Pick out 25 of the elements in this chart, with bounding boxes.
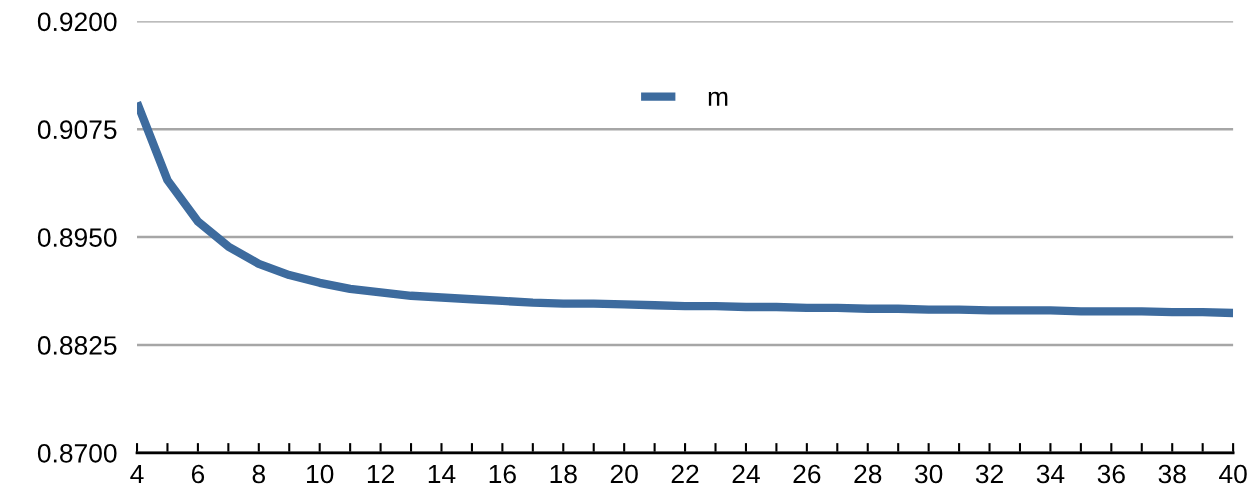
x-tick-label: 10 — [307, 464, 334, 484]
x-tick-label: 8 — [252, 464, 265, 484]
x-tick-label: 20 — [610, 464, 638, 484]
x-tick-label: 6 — [191, 464, 205, 484]
x-tick-label: 22 — [671, 464, 699, 484]
x-tick-label: 12 — [367, 464, 394, 484]
x-tick-label: 18 — [550, 464, 577, 484]
x-tick-label: 32 — [975, 464, 1003, 484]
y-tick-label: 0.9200 — [37, 12, 117, 32]
x-tick-label: 28 — [854, 464, 882, 484]
x-tick-label: 16 — [489, 464, 516, 484]
y-tick-label: 0.8825 — [37, 336, 117, 355]
legend-label: m — [708, 91, 728, 106]
x-tick-label: 40 — [1219, 464, 1247, 484]
y-tick-label: 0.8950 — [37, 228, 117, 247]
x-tick-label: 34 — [1036, 464, 1065, 484]
x-tick-label: 14 — [428, 464, 456, 484]
x-tick-label: 30 — [914, 464, 943, 484]
x-tick-label: 38 — [1158, 464, 1186, 484]
x-tick-label: 24 — [732, 464, 760, 484]
y-tick-label: 0.9075 — [37, 120, 117, 140]
x-tick-label: 36 — [1097, 464, 1125, 484]
x-tick-label: 4 — [130, 464, 144, 484]
x-tick-label: 26 — [793, 464, 821, 484]
y-tick-label: 0.8700 — [37, 443, 117, 463]
